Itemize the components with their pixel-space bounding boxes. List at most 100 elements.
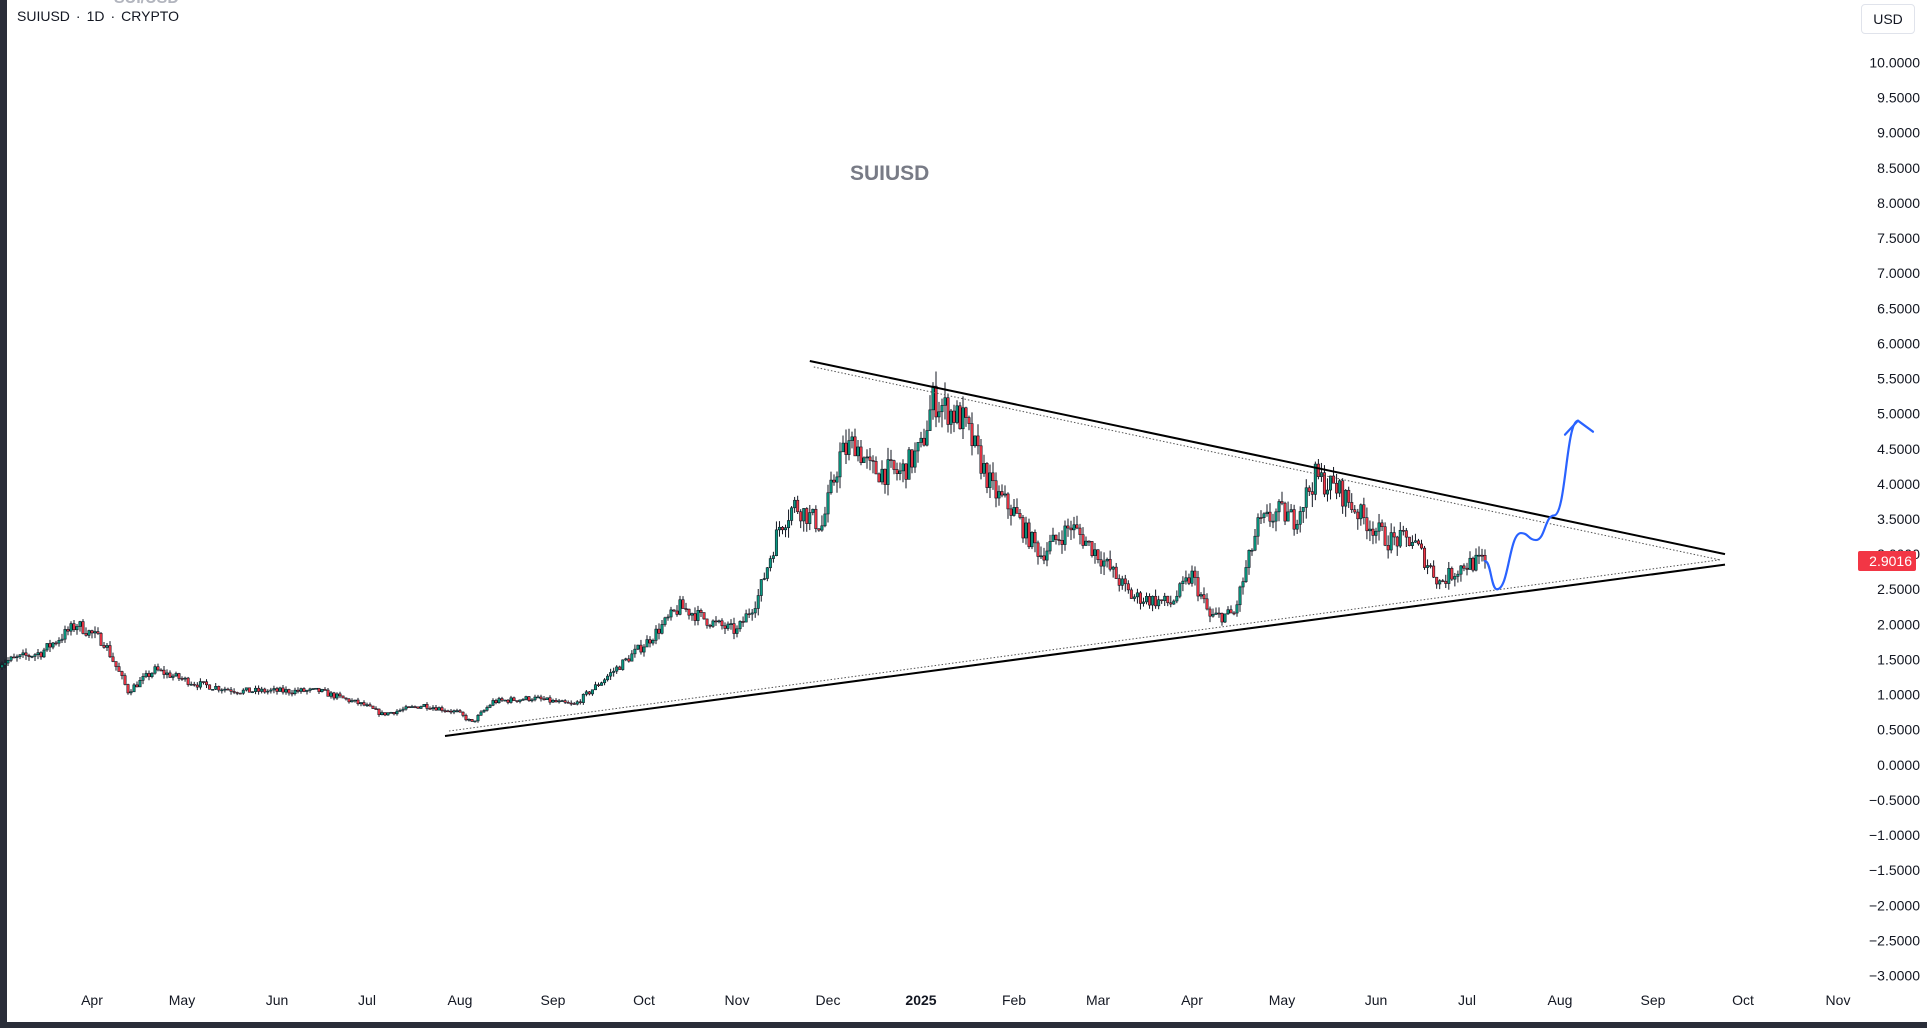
candle-down bbox=[186, 677, 190, 685]
resistance-trendline[interactable] bbox=[809, 360, 1726, 556]
candle-up bbox=[1265, 511, 1269, 515]
price-tick-label: 6.0000 bbox=[1877, 335, 1920, 351]
candle-down bbox=[705, 618, 709, 626]
candle-down bbox=[428, 708, 432, 710]
price-tick-label: 3.5000 bbox=[1877, 511, 1920, 527]
candle-down bbox=[1114, 566, 1118, 579]
time-axis[interactable]: Apr May Jun Jul Aug Sep Oct Nov Dec 2025 Feb Mar Apr… bbox=[81, 992, 1850, 1008]
candle-down bbox=[347, 698, 351, 703]
price-tick-label: 0.0000 bbox=[1877, 757, 1920, 773]
trendlines[interactable] bbox=[444, 360, 1726, 738]
candle-up bbox=[174, 673, 178, 677]
candle-down bbox=[413, 706, 417, 708]
projection-drawing[interactable] bbox=[1483, 419, 1595, 591]
candle-down bbox=[287, 689, 291, 694]
time-tick-label: Oct bbox=[1732, 992, 1754, 1008]
candle-up bbox=[961, 407, 965, 430]
time-tick-label: Nov bbox=[1826, 992, 1851, 1008]
candle-up bbox=[521, 699, 525, 701]
candle-down bbox=[371, 705, 375, 709]
candle-down bbox=[156, 666, 160, 671]
candle-up bbox=[735, 628, 739, 634]
price-tick-label: −3.0000 bbox=[1869, 968, 1920, 984]
candle-down bbox=[934, 385, 938, 418]
candle-down bbox=[1465, 567, 1469, 570]
candle-up bbox=[1030, 531, 1034, 548]
candle-up bbox=[395, 710, 399, 715]
candle-down bbox=[317, 687, 321, 693]
candle-up bbox=[1247, 550, 1251, 568]
candle-down bbox=[407, 706, 411, 709]
candle-up bbox=[260, 688, 264, 692]
candle-up bbox=[141, 676, 145, 681]
candle-up bbox=[997, 491, 1001, 499]
candle-up bbox=[220, 689, 224, 692]
candle-down bbox=[895, 469, 899, 474]
candle-up bbox=[63, 629, 67, 640]
candle-up bbox=[1211, 614, 1215, 617]
candle-down bbox=[1096, 549, 1100, 560]
candle-up bbox=[467, 719, 471, 721]
candle-up bbox=[973, 435, 977, 447]
projection-path[interactable] bbox=[1483, 419, 1580, 591]
candle-down bbox=[135, 684, 139, 688]
time-tick-label: Apr bbox=[1181, 992, 1203, 1008]
candle-up bbox=[389, 712, 393, 714]
candle-up bbox=[1253, 535, 1257, 551]
interval-label: 1D bbox=[86, 8, 105, 24]
symbol-name: SUIUSD bbox=[17, 8, 70, 24]
candle-down bbox=[1087, 540, 1091, 543]
candle-down bbox=[1066, 525, 1070, 529]
candle-up bbox=[503, 699, 507, 702]
candle-up bbox=[898, 470, 902, 474]
time-tick-label: Sep bbox=[1641, 992, 1666, 1008]
time-tick-label: Dec bbox=[816, 992, 841, 1008]
candle-up bbox=[907, 449, 911, 480]
time-tick-label: Jun bbox=[266, 992, 289, 1008]
price-tick-label: −2.5000 bbox=[1869, 932, 1920, 948]
candle-up bbox=[250, 691, 254, 693]
candle-down bbox=[461, 711, 465, 716]
candle-down bbox=[344, 697, 348, 700]
candle-up bbox=[793, 499, 797, 509]
candle-up bbox=[1190, 570, 1194, 584]
candle-up bbox=[1289, 509, 1293, 513]
candle-down bbox=[627, 658, 631, 662]
candle-up bbox=[988, 472, 992, 488]
price-tick-label: 2.0000 bbox=[1877, 616, 1920, 632]
candle-down bbox=[1069, 527, 1073, 531]
candle-up bbox=[491, 700, 495, 706]
symbol-header[interactable]: SUIUSD · 1D · CRYPTO bbox=[17, 8, 179, 24]
candle-down bbox=[693, 613, 697, 621]
candle-down bbox=[257, 687, 261, 692]
candle-up bbox=[314, 687, 318, 690]
candle-up bbox=[615, 666, 619, 672]
price-tick-label: 8.0000 bbox=[1877, 195, 1920, 211]
candle-up bbox=[880, 468, 884, 483]
candle-down bbox=[1042, 555, 1046, 561]
candle-down bbox=[177, 673, 181, 679]
candle-up bbox=[1214, 612, 1218, 615]
candle-up bbox=[419, 706, 423, 709]
candle-up bbox=[847, 440, 851, 455]
candle-down bbox=[1407, 536, 1411, 546]
candle-down bbox=[90, 630, 94, 634]
candle-down bbox=[1356, 511, 1360, 520]
candle-up bbox=[1301, 507, 1305, 512]
candle-down bbox=[1018, 513, 1022, 518]
candle-down bbox=[805, 508, 809, 524]
candle-up bbox=[913, 450, 917, 468]
currency-button[interactable]: USD bbox=[1861, 4, 1915, 34]
candle-down bbox=[1401, 529, 1405, 532]
candle-up bbox=[299, 688, 303, 692]
time-tick-label: Jul bbox=[358, 992, 376, 1008]
candle-down bbox=[1054, 534, 1058, 540]
candle-up bbox=[1426, 565, 1430, 568]
candle-down bbox=[1435, 576, 1439, 585]
time-tick-label: Mar bbox=[1086, 992, 1110, 1008]
price-axis[interactable]: 10.0000 9.5000 9.0000 8.5000 8.0000 7.5000 7.0… bbox=[1869, 55, 1920, 984]
candle-down bbox=[741, 621, 745, 623]
support-trendline[interactable] bbox=[444, 563, 1726, 738]
candle-down bbox=[1217, 612, 1221, 615]
